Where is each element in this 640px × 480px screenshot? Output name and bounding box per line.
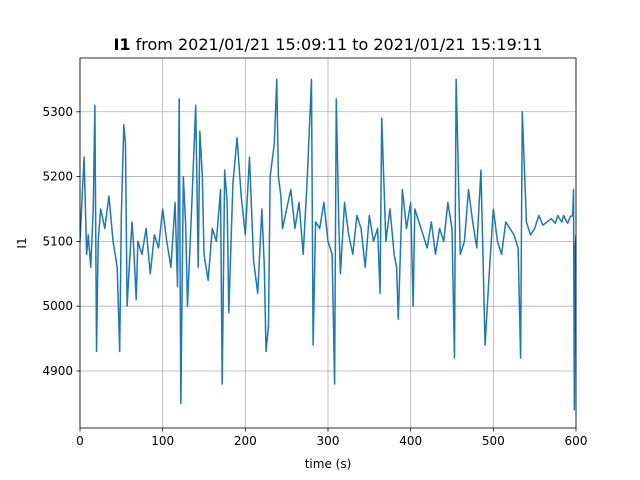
plot-area (80, 78, 576, 411)
y-tick-label: 5100 (42, 234, 73, 248)
y-tick-label: 5300 (42, 105, 73, 119)
y-tick-label: 5200 (42, 170, 73, 184)
series-line-I1 (80, 78, 576, 411)
x-tick-label: 200 (234, 434, 257, 448)
x-tick-label: 600 (565, 434, 588, 448)
y-axis-label: I1 (15, 237, 29, 248)
x-axis-ticks: 0 100 200 300 400 500 600 (76, 428, 587, 448)
x-tick-label: 0 (76, 434, 84, 448)
chart-title: I1 from 2021/01/21 15:09:11 to 2021/01/2… (113, 35, 542, 54)
x-axis-label: time (s) (305, 457, 352, 471)
chart-title-bold: I1 (113, 35, 130, 54)
x-tick-label: 400 (399, 434, 422, 448)
x-tick-label: 300 (317, 434, 340, 448)
x-tick-label: 500 (482, 434, 505, 448)
chart-title-rest: from 2021/01/21 15:09:11 to 2021/01/21 1… (131, 35, 543, 54)
y-tick-label: 5000 (42, 299, 73, 313)
x-tick-label: 100 (151, 434, 174, 448)
y-axis-ticks: 4900 5000 5100 5200 5300 (42, 105, 80, 378)
y-tick-label: 4900 (42, 364, 73, 378)
